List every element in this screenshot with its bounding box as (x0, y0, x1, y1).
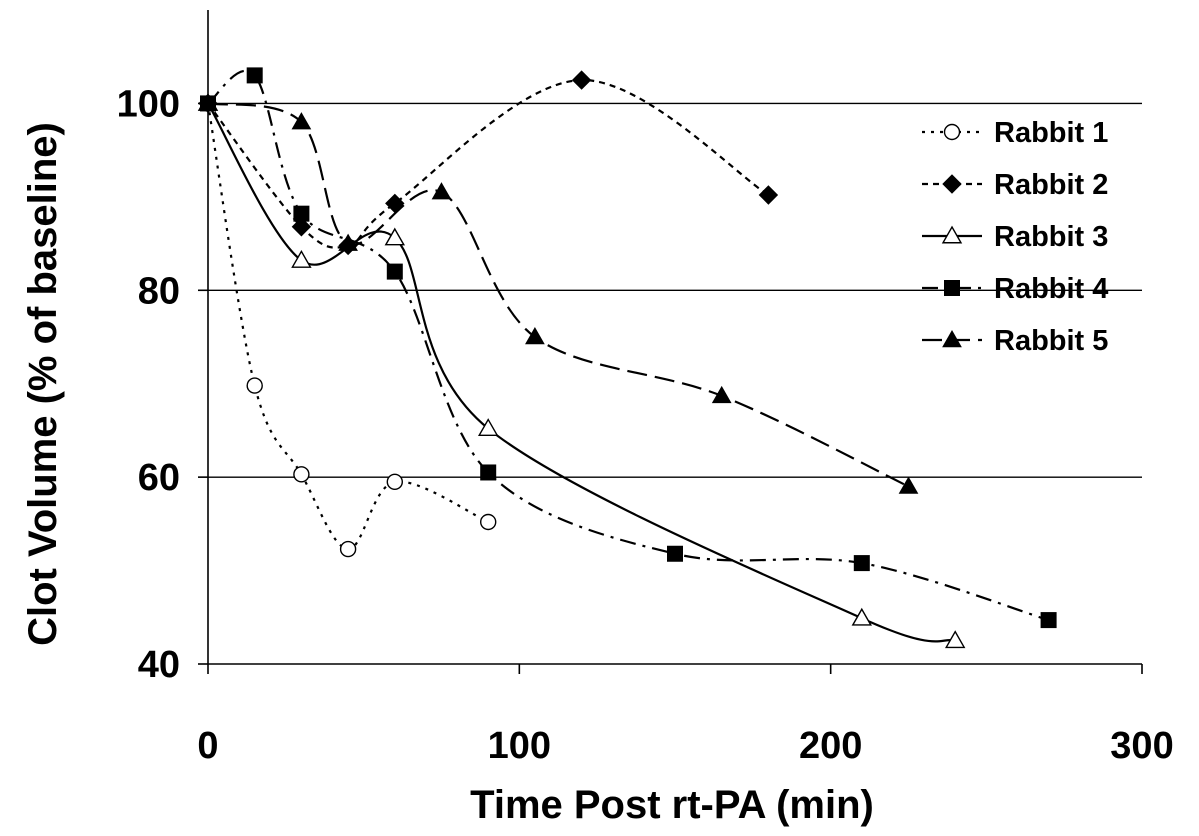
legend-item-rabbit-2: Rabbit 2 (922, 169, 1108, 201)
x-tick-label-0: 0 (197, 725, 218, 767)
legend-marker-rabbit-3 (941, 225, 963, 244)
series-line-rabbit-2 (207, 78, 769, 249)
series-line-rabbit-4 (207, 69, 1049, 622)
grid-layer (208, 102, 1142, 478)
y-tick-label-80: 80 (138, 270, 180, 312)
data-point-rabbit-4-4 (480, 464, 497, 481)
legend-item-rabbit-1: Rabbit 1 (922, 117, 1108, 149)
data-point-rabbit-2-5 (758, 185, 779, 205)
series-line-rabbit-3 (207, 102, 956, 643)
x-tick-label-100: 100 (488, 725, 551, 767)
legend-label-rabbit-2: Rabbit 2 (994, 169, 1108, 201)
series-rabbit-4 (200, 67, 1057, 629)
data-point-rabbit-3-5 (944, 630, 966, 649)
data-point-rabbit-3-1 (291, 249, 312, 268)
data-point-rabbit-4-1 (246, 67, 263, 84)
data-point-rabbit-5-2 (338, 233, 358, 251)
data-point-rabbit-3-3 (477, 418, 499, 437)
series-rabbit-3 (197, 93, 966, 649)
data-point-rabbit-4-5 (667, 545, 683, 562)
series-line-rabbit-1 (206, 103, 489, 551)
y-tick-label-60: 60 (138, 457, 180, 499)
legend-item-rabbit-5: Rabbit 5 (922, 325, 1108, 357)
data-point-rabbit-3-2 (384, 227, 406, 246)
series-layer (197, 67, 1057, 649)
data-point-rabbit-3-4 (851, 607, 873, 626)
legend: Rabbit 1 Rabbit 2 Rabbit 3 Rabbit 4 Rabbit 5 (922, 117, 1108, 357)
legend-item-rabbit-4: Rabbit 4 (922, 273, 1108, 305)
data-point-rabbit-1-4 (386, 473, 403, 491)
legend-marker-rabbit-1 (943, 123, 961, 141)
y-axis-title: Clot Volume (% of baseline) (21, 122, 65, 646)
data-point-rabbit-5-0 (198, 93, 218, 111)
data-point-rabbit-4-3 (386, 263, 403, 280)
data-point-rabbit-1-1 (246, 377, 263, 394)
data-point-rabbit-5-6 (898, 476, 919, 494)
data-point-rabbit-4-6 (853, 555, 870, 572)
legend-label-rabbit-1: Rabbit 1 (994, 117, 1108, 149)
data-point-rabbit-2-3 (385, 193, 405, 214)
legend-marker-rabbit-4 (944, 280, 960, 296)
legend-label-rabbit-4: Rabbit 4 (994, 273, 1108, 305)
x-tick-label-300: 300 (1110, 725, 1173, 767)
data-point-rabbit-2-4 (571, 70, 592, 90)
ticks-layer: 0 100 200 300 40 60 80 100 (117, 83, 1174, 767)
data-point-rabbit-1-2 (293, 466, 310, 483)
data-point-rabbit-2-1 (291, 217, 312, 237)
data-point-rabbit-5-5 (711, 385, 732, 404)
x-axis-title: Time Post rt-PA (min) (470, 783, 874, 827)
series-rabbit-5 (198, 93, 919, 494)
y-tick-label-100: 100 (117, 83, 180, 125)
legend-label-rabbit-3: Rabbit 3 (994, 221, 1108, 253)
data-point-rabbit-5-1 (291, 112, 312, 130)
x-tick-label-200: 200 (799, 725, 862, 767)
legend-marker-rabbit-5 (942, 329, 962, 348)
data-point-rabbit-1-5 (480, 513, 497, 531)
axes-layer (207, 10, 1142, 665)
legend-marker-rabbit-2 (942, 174, 962, 194)
data-point-rabbit-5-3 (431, 182, 452, 200)
legend-item-rabbit-3: Rabbit 3 (922, 221, 1108, 253)
data-point-rabbit-4-2 (293, 205, 310, 222)
data-point-rabbit-5-4 (525, 326, 545, 345)
y-tick-label-40: 40 (138, 644, 180, 686)
series-rabbit-2 (198, 70, 779, 256)
data-point-rabbit-4-7 (1040, 612, 1057, 629)
series-rabbit-1 (199, 95, 497, 558)
legend-label-rabbit-5: Rabbit 5 (994, 325, 1108, 357)
data-point-rabbit-1-3 (339, 540, 357, 558)
series-line-rabbit-5 (207, 102, 909, 488)
